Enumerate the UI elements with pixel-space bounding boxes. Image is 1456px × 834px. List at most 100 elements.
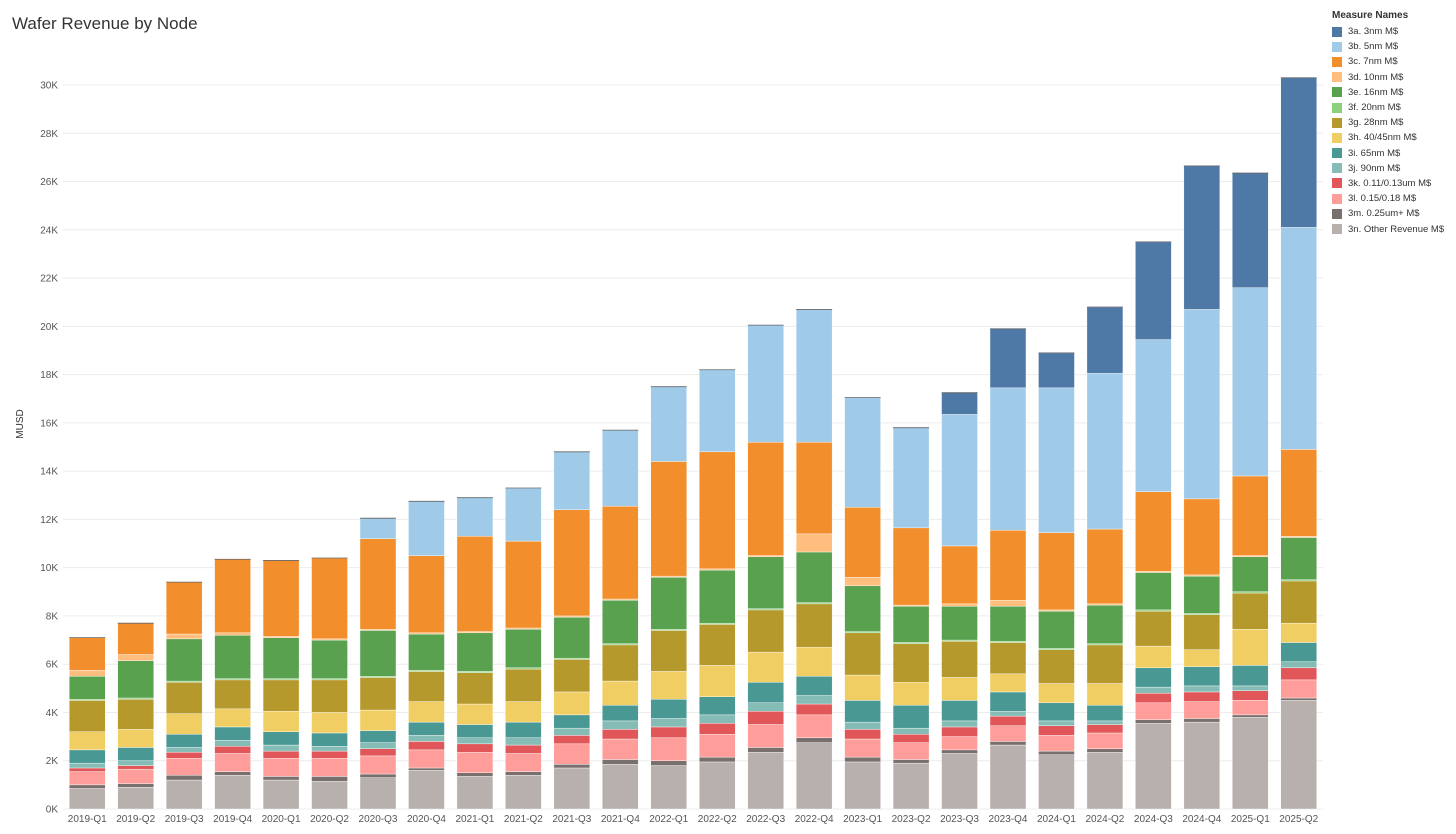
bar-segment [650,386,687,462]
bar-segment [214,635,251,679]
bar-segment [69,762,106,769]
bar-segment [1280,667,1317,681]
bar-stack [408,500,445,810]
bar-segment [262,750,300,759]
bar-segment [747,702,784,712]
bar-segment [214,775,251,810]
bar-segment [602,505,639,600]
x-tick-label: 2020-Q1 [262,814,301,825]
bar-segment [1038,387,1075,533]
bar-segment [214,708,251,728]
legend-label: 3i. 65nm M$ [1348,147,1401,159]
legend-item[interactable]: 3e. 16nm M$ [1332,85,1444,100]
bar-segment [795,737,833,743]
x-tick-label: 2021-Q1 [455,814,494,825]
bar-segment [165,752,203,759]
bar-segment [553,616,591,659]
y-axis: 0K 2K 4K 6K 8K 10K 12K 14K 16K 18K 20K 22K 24K 26K 28K… [40,81,58,816]
bar-stack [505,487,542,810]
bar-segment [165,638,203,682]
bar-segment [1086,528,1124,605]
bar-segment [941,720,978,728]
bar-segment [1232,475,1269,556]
bar-segment [699,369,736,453]
bar-segment [844,397,881,508]
bar-segment [262,560,300,637]
legend-label: 3d. 10nm M$ [1348,71,1404,83]
bar-stack [165,581,203,810]
bar-segment [1086,683,1124,706]
bar-segment [1280,537,1317,580]
bar-segment [359,730,397,743]
bar-segment [262,711,300,732]
bar-stack [844,397,881,810]
bar-segment [165,758,203,776]
legend-item[interactable]: 3a. 3nm M$ [1332,24,1444,39]
bar-segment [359,748,397,757]
bar-segment [602,720,639,730]
bar-segment [892,643,930,683]
x-tick-label: 2023-Q3 [940,814,979,825]
bar-segment [747,682,784,704]
legend-item[interactable]: 3n. Other Revenue M$ [1332,221,1444,236]
legend-item[interactable]: 3m. 0.25um+ M$ [1332,206,1444,221]
bar-segment [699,451,736,570]
bar-segment [602,680,639,706]
legend-item[interactable]: 3f. 20nm M$ [1332,100,1444,115]
bar-segment [1038,725,1075,736]
bar-segment [117,622,154,655]
legend-item[interactable]: 3j. 90nm M$ [1332,161,1444,176]
legend-item[interactable]: 3h. 40/45nm M$ [1332,130,1444,145]
bar-segment [699,714,736,724]
bar-segment [1135,241,1172,340]
bar-segment [165,779,203,810]
bar-segment [505,540,542,629]
bar-segment [699,761,736,810]
legend-item[interactable]: 3l. 0.15/0.18 M$ [1332,191,1444,206]
y-tick-label: 22K [40,274,58,285]
bar-segment [602,429,639,507]
bar-segment [650,461,687,577]
bar-segment [795,647,833,677]
legend-swatch [1332,178,1342,189]
legend-item[interactable]: 3g. 28nm M$ [1332,115,1444,130]
legend-item[interactable]: 3k. 0.11/0.13um M$ [1332,176,1444,191]
bar-segment [844,585,881,632]
bar-segment [892,733,930,743]
bar-stack [989,328,1027,810]
bar-segment [408,770,445,810]
bar-segment [1086,705,1124,722]
bar-stack [1232,172,1269,810]
bar-segment [699,624,736,666]
bar-segment [69,731,106,751]
bar-segment [650,698,687,719]
bar-segment [941,603,978,607]
y-tick-label: 20K [40,322,58,333]
legend-item[interactable]: 3b. 5nm M$ [1332,39,1444,54]
bar-segment [1232,556,1269,592]
x-tick-label: 2020-Q2 [310,814,349,825]
bar-segment [408,741,445,751]
bar-segment [456,724,494,739]
bar-segment [165,633,203,640]
bar-segment [892,742,930,760]
bar-segment [69,771,106,786]
bar-segment [650,737,687,761]
bar-segment [69,767,106,772]
y-tick-label: 30K [40,81,58,92]
bar-segment [117,660,154,699]
bar-segment [262,637,300,679]
bar-segment [1232,690,1269,701]
bar-segment [650,630,687,672]
bar-segment [408,767,445,771]
legend-item[interactable]: 3c. 7nm M$ [1332,54,1444,69]
legend-item[interactable]: 3d. 10nm M$ [1332,70,1444,85]
bar-segment [165,581,203,635]
x-tick-label: 2022-Q2 [698,814,737,825]
bar-segment [844,507,881,578]
bar-segment [1183,701,1221,719]
bar-segment [117,729,154,748]
legend-item[interactable]: 3i. 65nm M$ [1332,146,1444,161]
bar-segment [311,781,348,810]
bar-segment [747,324,784,443]
